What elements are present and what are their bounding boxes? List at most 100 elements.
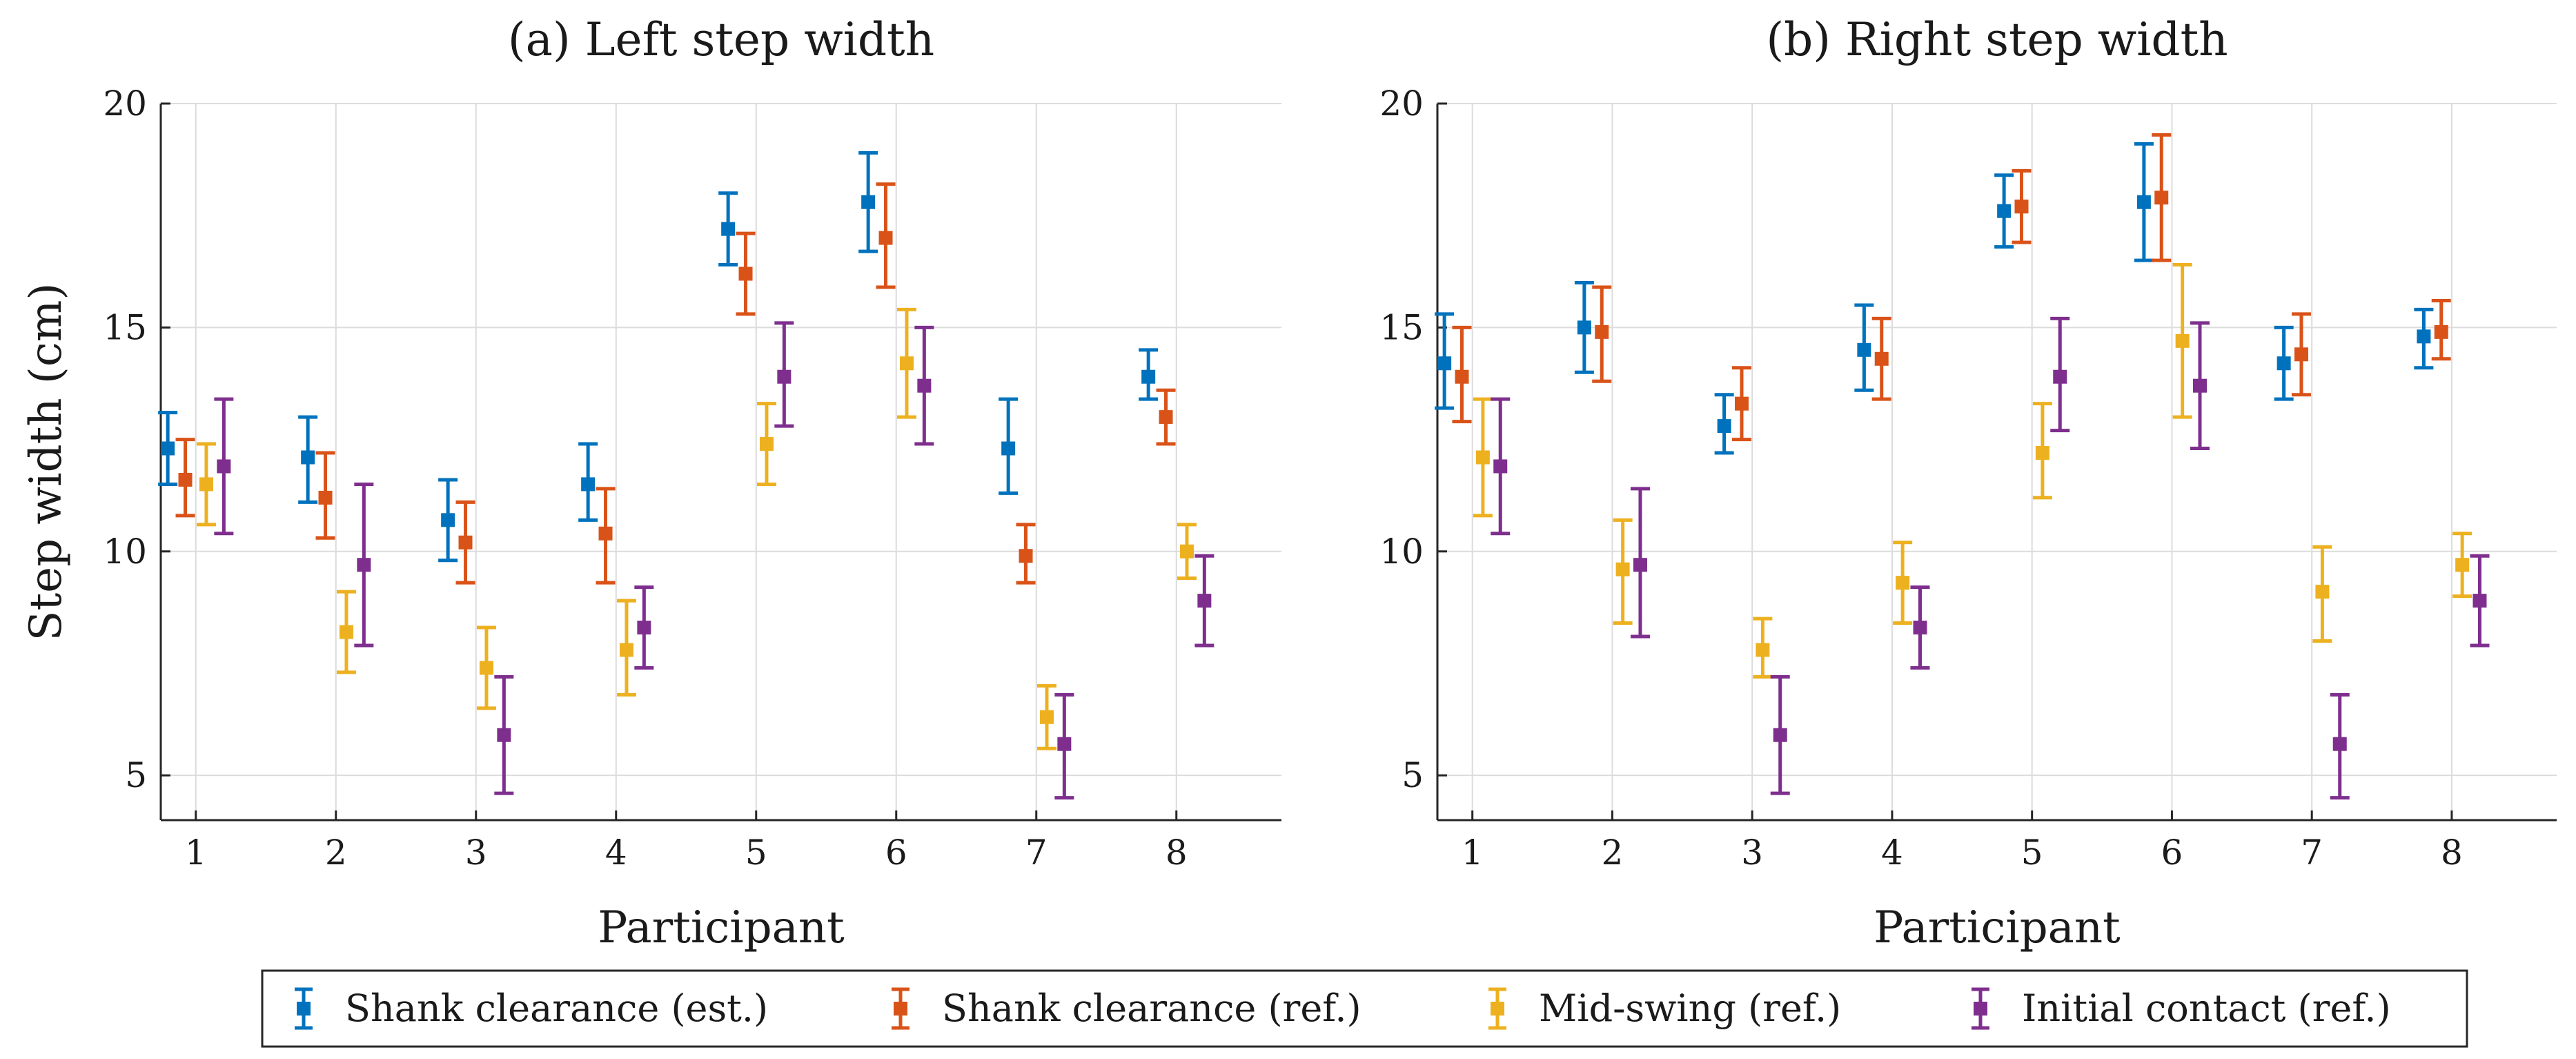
x-tick-label: 2 <box>1602 833 1624 873</box>
mean-marker <box>1493 459 1508 474</box>
x-tick-label: 5 <box>2021 833 2043 873</box>
mean-marker <box>2014 200 2029 214</box>
x-tick-label: 7 <box>1025 833 1048 873</box>
mean-marker <box>441 513 455 527</box>
y-tick-label: 15 <box>103 307 147 347</box>
mean-marker <box>2434 324 2448 339</box>
y-axis-label: Step width (cm) <box>21 283 72 641</box>
x-tick-label: 7 <box>2301 833 2323 873</box>
mean-marker <box>1773 728 1787 742</box>
mean-marker <box>479 661 493 675</box>
mean-marker <box>178 472 193 487</box>
mean-marker <box>2035 446 2049 460</box>
y-tick-label: 10 <box>1379 532 1424 572</box>
mean-marker <box>318 490 333 505</box>
mean-marker <box>721 222 736 236</box>
mean-marker <box>2417 329 2431 344</box>
mean-marker <box>2175 333 2190 348</box>
mean-marker <box>899 356 914 371</box>
mean-marker <box>1874 351 1889 366</box>
mean-marker <box>777 369 792 384</box>
legend-marker <box>1974 1002 1987 1016</box>
mean-marker <box>2455 558 2470 572</box>
x-tick-label: 4 <box>605 833 627 873</box>
mean-marker <box>878 231 893 245</box>
mean-marker <box>861 195 876 209</box>
mean-marker <box>1913 621 1927 635</box>
mean-marker <box>2053 369 2067 384</box>
mean-marker <box>497 728 511 742</box>
y-tick-label: 10 <box>103 532 147 572</box>
mean-marker <box>217 459 231 474</box>
legend-label: Mid-swing (ref.) <box>1539 987 1841 1030</box>
mean-marker <box>738 266 753 281</box>
mean-marker <box>1455 369 1469 384</box>
x-tick-label: 3 <box>465 833 487 873</box>
x-tick-label: 2 <box>325 833 347 873</box>
mean-marker <box>1615 562 1630 576</box>
mean-marker <box>161 441 175 456</box>
x-tick-label: 6 <box>885 833 907 873</box>
mean-marker <box>1595 324 1609 339</box>
mean-marker <box>1039 710 1054 724</box>
mean-marker <box>1756 643 1770 657</box>
mean-marker <box>458 535 473 550</box>
legend: Shank clearance (est.) Shank clearance (r… <box>261 969 2468 1048</box>
mean-marker <box>598 526 613 541</box>
mean-marker <box>2294 347 2308 362</box>
mean-marker <box>2192 378 2207 393</box>
mean-marker <box>1734 396 1749 411</box>
mean-marker <box>1179 544 1194 558</box>
mean-marker <box>1159 410 1173 425</box>
mean-marker <box>1141 369 1156 384</box>
mean-marker <box>1633 558 1647 572</box>
mean-marker <box>357 558 371 572</box>
mean-marker <box>2136 195 2151 209</box>
legend-marker <box>297 1002 311 1016</box>
x-tick-label: 8 <box>2441 833 2463 873</box>
mean-marker <box>1577 320 1591 335</box>
x-tick-label: 6 <box>2161 833 2183 873</box>
legend-marker <box>894 1002 907 1016</box>
y-tick-label: 20 <box>1379 84 1424 124</box>
x-tick-label: 1 <box>185 833 207 873</box>
legend-box <box>261 969 2468 1048</box>
panel-right-step-width: 1 2 3 4 5 6 7 8 5 10 15 20 (b) Right step width Parti… <box>1379 13 2557 953</box>
mean-marker <box>1475 450 1490 465</box>
mean-marker <box>2332 737 2347 751</box>
y-tick-label: 20 <box>103 84 147 124</box>
x-tick-label: 8 <box>1166 833 1188 873</box>
legend-label: Initial contact (ref.) <box>2022 987 2391 1030</box>
mean-marker <box>581 477 596 492</box>
x-axis-label: Participant <box>598 902 845 953</box>
mean-marker <box>1001 441 1016 456</box>
mean-marker <box>301 450 315 465</box>
y-tick-label: 5 <box>1402 755 1424 795</box>
mean-marker <box>917 378 932 393</box>
mean-marker <box>339 625 353 639</box>
x-tick-label: 3 <box>1741 833 1763 873</box>
mean-marker <box>1997 204 2012 218</box>
x-tick-label: 5 <box>745 833 767 873</box>
mean-marker <box>1896 576 1910 590</box>
mean-marker <box>2315 585 2330 599</box>
mean-marker <box>619 643 633 657</box>
x-tick-label: 4 <box>1881 833 1903 873</box>
mean-marker <box>1857 342 1871 357</box>
chart-title: (a) Left step width <box>508 13 934 66</box>
mean-marker <box>1019 549 1033 563</box>
chart-title: (b) Right step width <box>1766 13 2228 66</box>
mean-marker <box>2277 356 2291 371</box>
mean-marker <box>759 437 774 451</box>
legend-marker <box>1491 1002 1504 1016</box>
y-tick-label: 5 <box>125 755 147 795</box>
mean-marker <box>1057 737 1072 751</box>
mean-marker <box>2472 594 2487 608</box>
mean-marker <box>637 621 651 635</box>
x-axis-label: Participant <box>1874 902 2121 953</box>
legend-label: Shank clearance (est.) <box>345 987 768 1030</box>
x-tick-label: 1 <box>1462 833 1484 873</box>
y-tick-label: 15 <box>1379 307 1424 347</box>
legend-label: Shank clearance (ref.) <box>942 987 1361 1030</box>
